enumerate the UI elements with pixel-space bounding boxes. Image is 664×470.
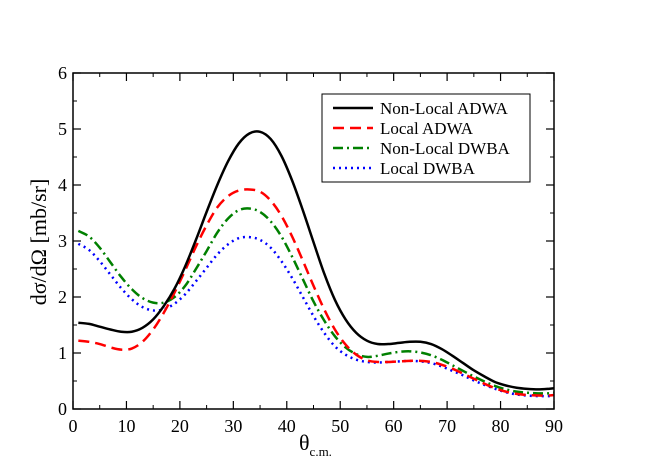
x-tick-label: 40 [278,416,296,436]
x-axis-title-main: θ [299,430,310,455]
y-tick-label: 3 [58,231,67,251]
series-lines [77,130,555,398]
legend-label: Local ADWA [380,119,474,138]
x-tick-label: 30 [224,416,242,436]
x-tick-label: 20 [171,416,189,436]
y-tick-label: 0 [58,399,67,419]
y-axis-title: dσ/dΩ [mb/sr] [26,179,51,306]
x-tick-label: 50 [331,416,349,436]
series-line-local-dwba [77,235,555,398]
x-axis-title: θc.m. [299,430,332,459]
x-tick-label: 0 [69,416,78,436]
y-tick-label: 2 [58,287,67,307]
x-tick-label: 60 [385,416,403,436]
x-tick-label: 10 [117,416,135,436]
legend-label: Local DWBA [380,159,476,178]
y-tick-label: 5 [58,119,67,139]
y-tick-label: 6 [58,63,67,83]
tick-labels: 0 10 20 30 40 50 60 70 80 90 0 1 2 3 4 5 6 [58,63,563,436]
x-axis-title-sub: c.m. [310,444,332,459]
legend-label: Non-Local DWBA [380,139,511,158]
y-tick-label: 1 [58,343,67,363]
x-tick-label: 80 [492,416,510,436]
plot-frame [72,72,555,410]
series-line-local-adwa [78,188,555,397]
x-tick-label: 70 [438,416,456,436]
series-line-non-local-dwba [77,207,555,395]
y-tick-label: 4 [58,175,67,195]
series-line-non-local-adwa [78,130,555,391]
x-tick-label: 90 [545,416,563,436]
legend-label: Non-Local ADWA [380,99,509,118]
